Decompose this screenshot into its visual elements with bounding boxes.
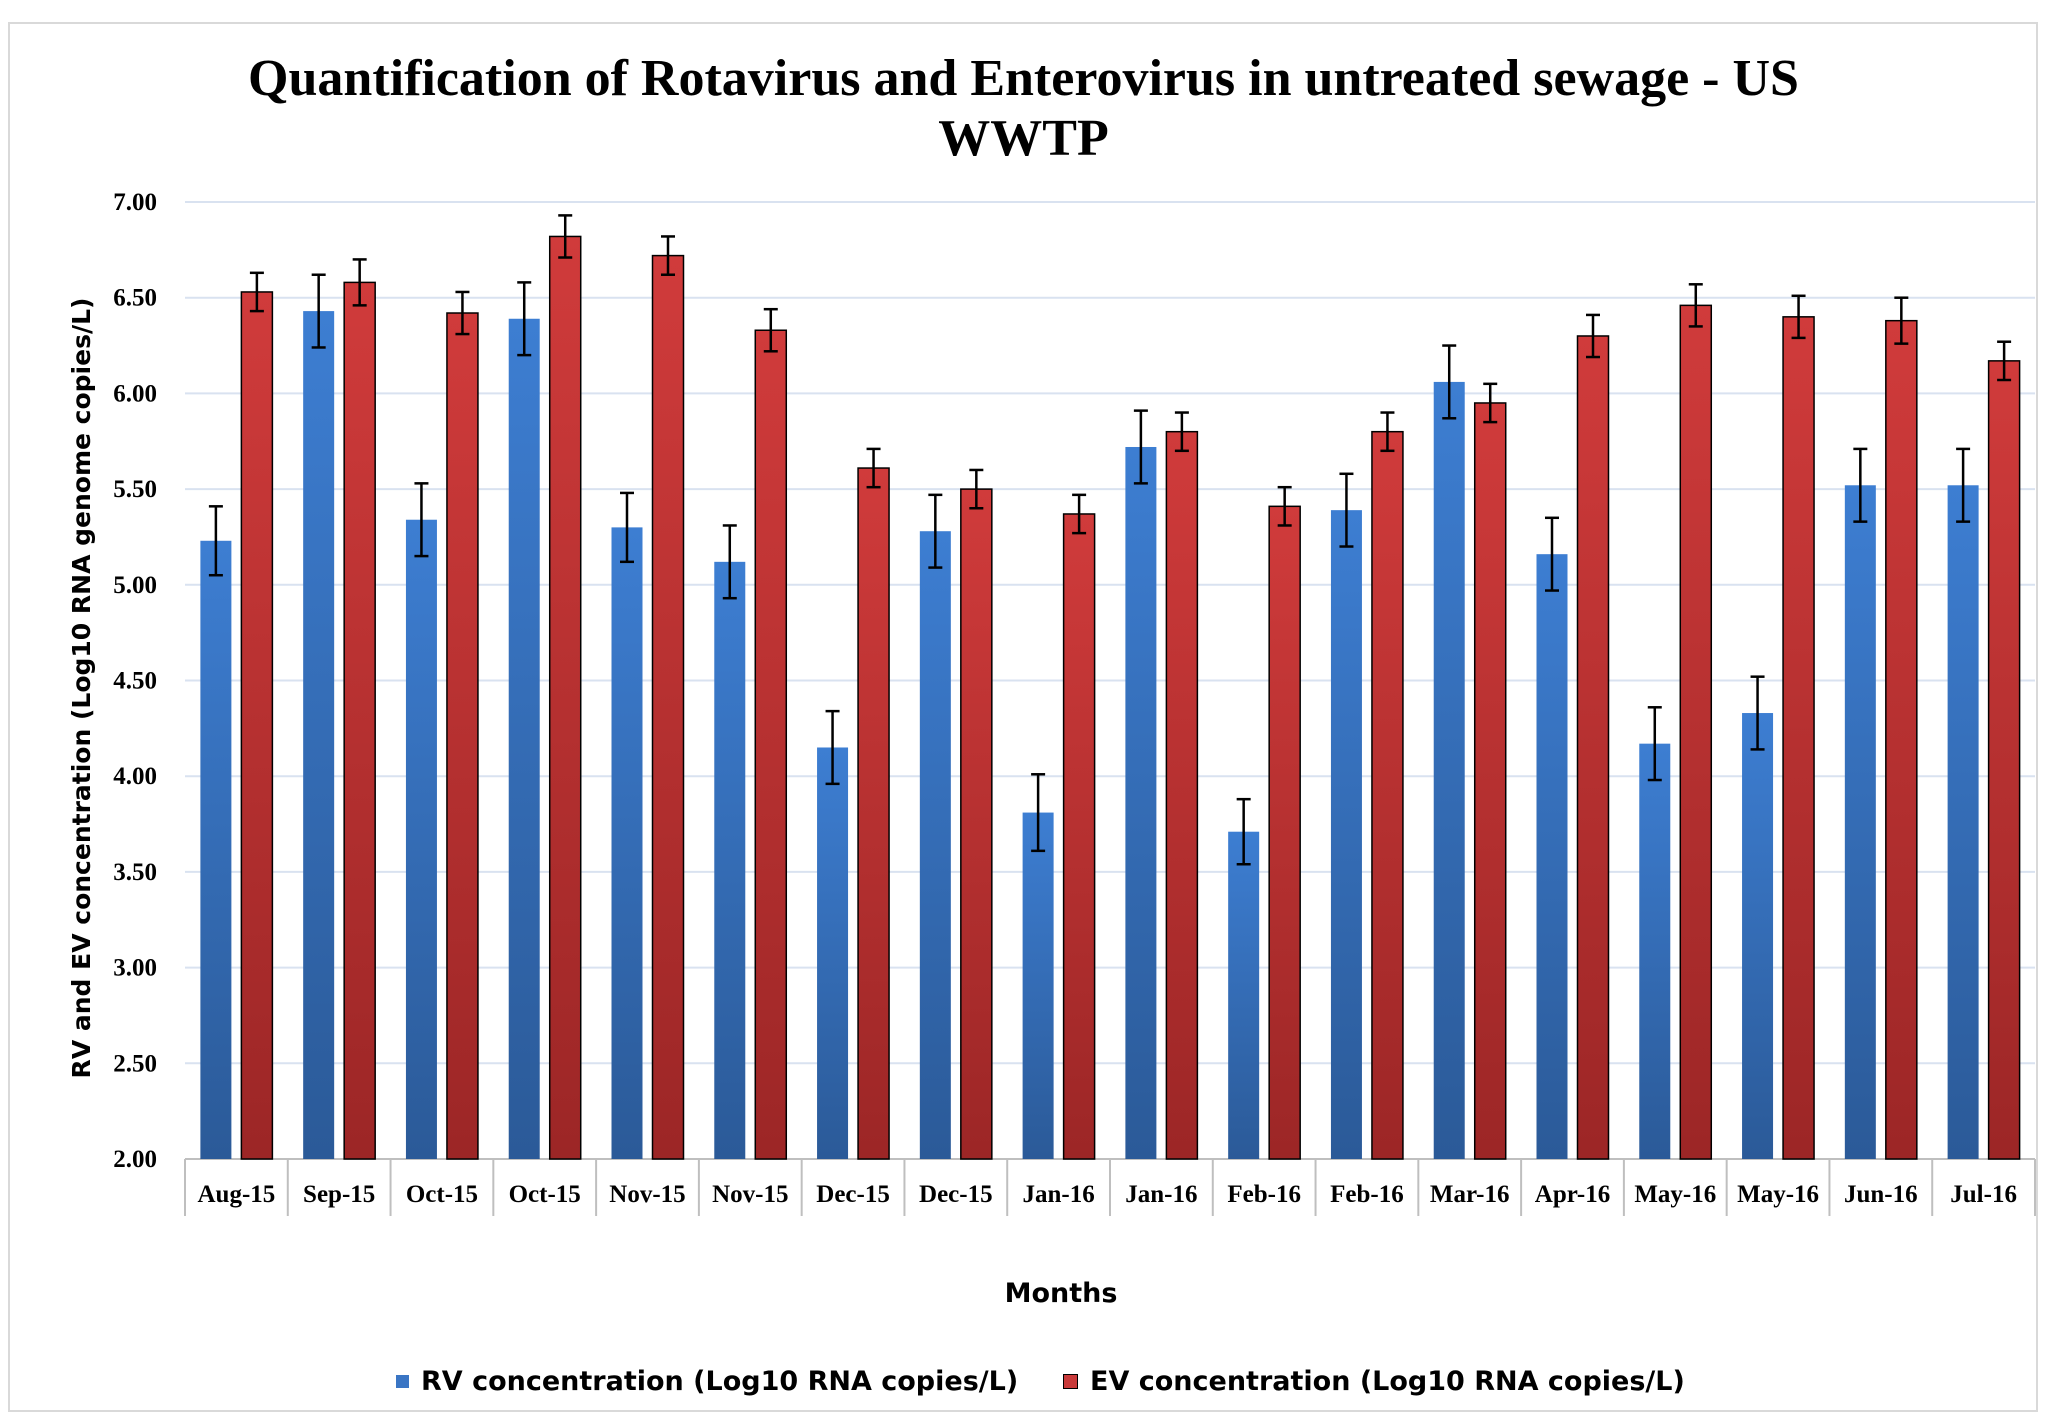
x-tick-label: Apr-16 bbox=[1535, 1181, 1610, 1208]
legend-swatch-ev bbox=[1063, 1374, 1078, 1389]
bar-ev bbox=[1885, 319, 1918, 1160]
bar-rv bbox=[714, 561, 746, 1159]
y-tick-label: 2.50 bbox=[113, 1050, 157, 1077]
bar-ev bbox=[651, 254, 685, 1160]
x-tick-label: Dec-15 bbox=[919, 1181, 993, 1208]
legend-item-ev: EV concentration (Log10 RNA copies/L) bbox=[1063, 1366, 1685, 1397]
y-tick-label: 3.50 bbox=[113, 859, 157, 886]
bar-rv bbox=[1844, 485, 1876, 1160]
x-tick-label: Mar-16 bbox=[1430, 1181, 1510, 1208]
x-tick-label: Jan-16 bbox=[1125, 1181, 1197, 1208]
bar-ev bbox=[446, 312, 479, 1160]
bar-ev bbox=[240, 291, 274, 1160]
bar-ev bbox=[1165, 430, 1199, 1160]
x-tick-label: Feb-16 bbox=[1227, 1181, 1301, 1208]
x-tick-label: Nov-15 bbox=[712, 1181, 788, 1208]
bar-ev bbox=[548, 235, 582, 1160]
bar-rv bbox=[1022, 812, 1054, 1159]
bar-ev bbox=[754, 329, 788, 1160]
bar-rv bbox=[817, 747, 849, 1159]
y-tick-label: 5.00 bbox=[113, 572, 157, 599]
legend: RV concentration (Log10 RNA copies/L) EV… bbox=[0, 1366, 2047, 1406]
x-axis-title-wrapper: Months bbox=[0, 1278, 2047, 1309]
bar-rv bbox=[405, 519, 437, 1159]
y-tick-label: 7.00 bbox=[113, 189, 157, 216]
bar-rv bbox=[919, 531, 951, 1159]
bar-rv bbox=[1639, 743, 1671, 1159]
bar-rv bbox=[200, 540, 232, 1159]
bar-ev bbox=[343, 281, 376, 1160]
bar-rv bbox=[1947, 485, 1979, 1160]
x-tick-label: Dec-15 bbox=[816, 1181, 890, 1208]
bar-rv bbox=[1330, 510, 1362, 1159]
x-tick-label: May-16 bbox=[1737, 1181, 1819, 1208]
chart-title-line-2: WWTP bbox=[938, 110, 1109, 167]
legend-item-rv: RV concentration (Log10 RNA copies/L) bbox=[396, 1366, 1018, 1397]
bar-rv bbox=[611, 527, 643, 1159]
bar-ev bbox=[1679, 304, 1713, 1160]
y-tick-label: 2.00 bbox=[113, 1146, 157, 1173]
x-tick-label: Jul-16 bbox=[1950, 1181, 2017, 1208]
bar-rv bbox=[1742, 713, 1774, 1159]
bar-ev bbox=[1473, 402, 1507, 1160]
x-tick-label: Jun-16 bbox=[1844, 1181, 1918, 1208]
bar-rv bbox=[1125, 446, 1157, 1159]
bar-rv bbox=[1433, 381, 1465, 1159]
bar-ev bbox=[1268, 505, 1301, 1160]
x-tick-label: Nov-15 bbox=[609, 1181, 685, 1208]
x-tick-label: Feb-16 bbox=[1330, 1181, 1404, 1208]
bar-ev bbox=[1987, 360, 2021, 1160]
x-tick-label: May-16 bbox=[1634, 1181, 1716, 1208]
x-tick-label: Oct-15 bbox=[509, 1181, 581, 1208]
bar-ev bbox=[1371, 430, 1404, 1160]
bar-rv bbox=[303, 311, 335, 1159]
legend-swatch-rv bbox=[396, 1375, 409, 1388]
x-axis-label: Months bbox=[1004, 1278, 1118, 1309]
legend-label-ev: EV concentration (Log10 RNA copies/L) bbox=[1090, 1366, 1685, 1397]
y-tick-label: 6.00 bbox=[113, 380, 157, 407]
y-tick-label: 6.50 bbox=[113, 285, 157, 312]
bar-ev bbox=[857, 467, 890, 1160]
legend-label-rv: RV concentration (Log10 RNA copies/L) bbox=[421, 1366, 1019, 1397]
bar-ev bbox=[1576, 335, 1610, 1160]
x-tick-label: Sep-15 bbox=[303, 1181, 375, 1208]
bar-ev bbox=[1062, 513, 1096, 1160]
bar-ev bbox=[1782, 316, 1815, 1160]
y-tick-label: 3.00 bbox=[113, 955, 157, 982]
y-tick-label: 5.50 bbox=[113, 476, 157, 503]
bar-rv bbox=[1536, 554, 1568, 1159]
x-tick-label: Jan-16 bbox=[1022, 1181, 1094, 1208]
y-tick-label: 4.50 bbox=[113, 668, 157, 695]
x-tick-label: Aug-15 bbox=[197, 1181, 275, 1208]
y-tick-label: 4.00 bbox=[113, 763, 157, 790]
bar-rv bbox=[1228, 831, 1260, 1159]
x-tick-label: Oct-15 bbox=[406, 1181, 478, 1208]
bar-rv bbox=[508, 318, 540, 1159]
chart-title-line-1: Quantification of Rotavirus and Enterovi… bbox=[248, 50, 1799, 107]
bar-ev bbox=[960, 488, 993, 1160]
